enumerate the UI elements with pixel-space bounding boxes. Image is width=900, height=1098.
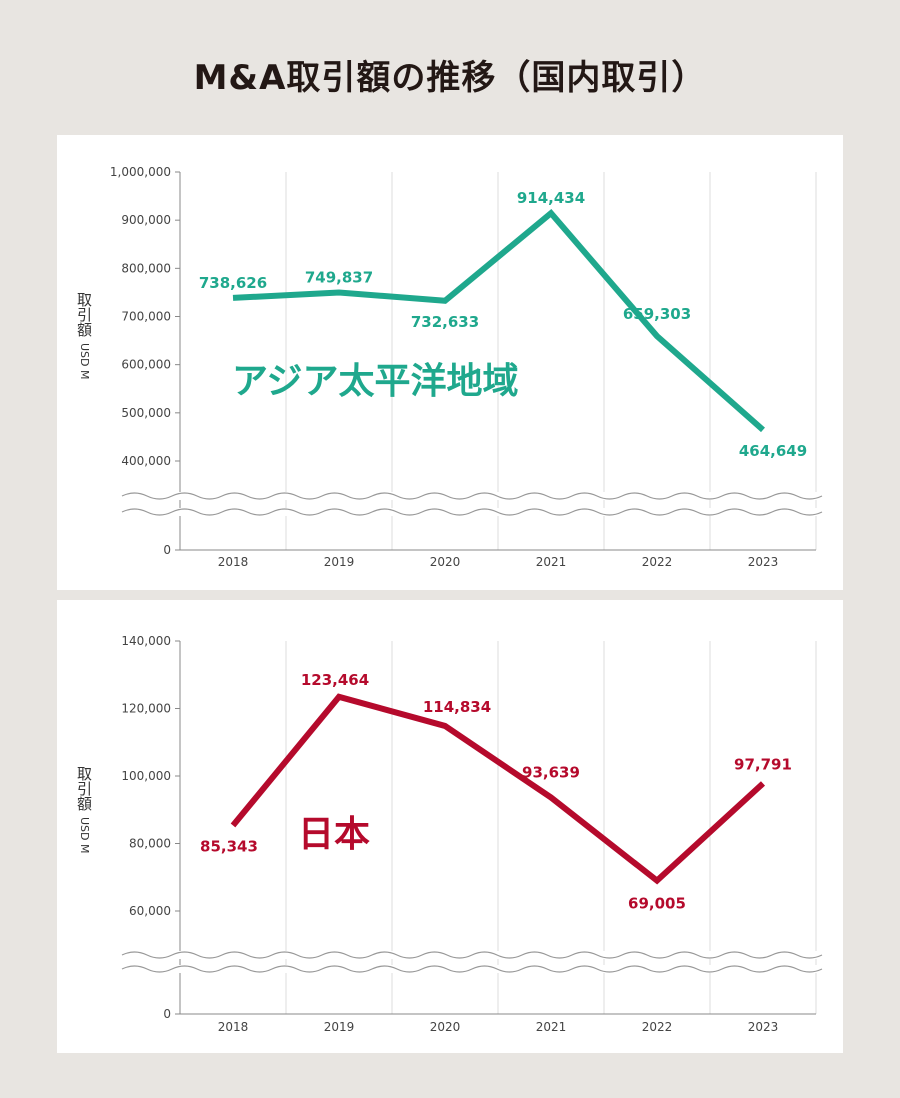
y-tick-label: 700,000: [121, 310, 171, 324]
y-tick-label: 500,000: [121, 406, 171, 420]
y-tick-label: 0: [163, 543, 171, 557]
y-tick-label: 600,000: [121, 358, 171, 372]
data-label: 732,633: [411, 313, 479, 331]
y-tick-label: 900,000: [121, 213, 171, 227]
data-label: 738,626: [199, 274, 267, 292]
y-axis-unit: USD M: [78, 343, 91, 380]
y-axis-unit: USD M: [78, 817, 91, 854]
x-tick-label: 2020: [430, 555, 461, 569]
x-tick-label: 2022: [642, 1020, 673, 1034]
x-tick-label: 2021: [536, 1020, 567, 1034]
series-line: [232, 209, 765, 433]
y-tick-label: 120,000: [121, 702, 171, 716]
x-tick-label: 2022: [642, 555, 673, 569]
y-tick-label: 0: [163, 1007, 171, 1021]
data-label: 85,343: [200, 837, 258, 855]
x-tick-label: 2019: [324, 555, 355, 569]
data-label: 97,791: [734, 755, 792, 773]
axis-break-wave: [121, 508, 823, 516]
data-label: 464,649: [739, 442, 807, 460]
data-label: 114,834: [423, 698, 491, 716]
data-label: 93,639: [522, 763, 580, 781]
y-tick-label: 80,000: [129, 837, 171, 851]
page-title: M&A取引額の推移（国内取引）: [193, 58, 707, 98]
x-tick-label: 2023: [748, 555, 779, 569]
x-tick-label: 2018: [218, 555, 249, 569]
x-tick-label: 2020: [430, 1020, 461, 1034]
data-label: 69,005: [628, 895, 686, 913]
data-label: 914,434: [517, 189, 585, 207]
y-axis-title: 取引額: [75, 766, 93, 811]
axis-break-wave: [121, 492, 823, 500]
y-tick-label: 800,000: [121, 261, 171, 275]
region-label-asia: アジア太平洋地域: [232, 361, 519, 402]
data-label: 749,837: [305, 268, 373, 286]
x-tick-label: 2018: [218, 1020, 249, 1034]
y-tick-label: 60,000: [129, 904, 171, 918]
series-line: [230, 693, 766, 885]
data-label: 123,464: [301, 671, 369, 689]
y-axis-label: 取引額 USD M: [74, 766, 95, 854]
axis-break-wave: [121, 951, 823, 959]
y-axis-label: 取引額 USD M: [74, 292, 95, 380]
x-tick-label: 2023: [748, 1020, 779, 1034]
y-axis-title: 取引額: [75, 292, 93, 337]
x-tick-label: 2019: [324, 1020, 355, 1034]
y-tick-label: 1,000,000: [110, 165, 171, 179]
data-label: 659,303: [623, 305, 691, 323]
x-tick-label: 2021: [536, 555, 567, 569]
y-tick-label: 100,000: [121, 769, 171, 783]
region-label-japan: 日本: [298, 814, 371, 855]
y-tick-label: 140,000: [121, 634, 171, 648]
y-tick-label: 400,000: [121, 454, 171, 468]
axis-break-wave: [121, 965, 823, 973]
